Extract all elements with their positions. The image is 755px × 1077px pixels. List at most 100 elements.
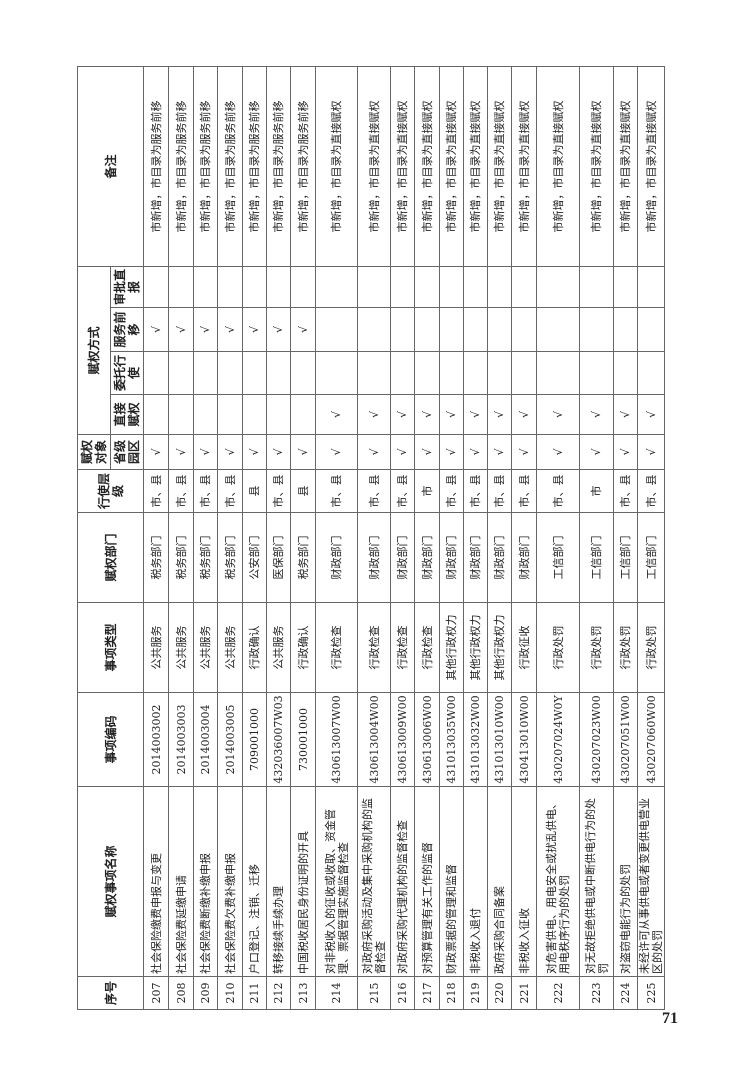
cell-entrust	[217, 351, 243, 395]
cell-dept: 工信部门	[579, 512, 614, 603]
cell-seq: 215	[357, 976, 391, 1010]
cell-type: 其他行政权力	[487, 602, 512, 693]
cell-code: 430207023W00	[579, 692, 614, 787]
cell-entrust	[414, 351, 440, 395]
cell-entrust	[511, 351, 537, 395]
cell-remark: 市新增，市目录为直接赋权	[357, 66, 391, 267]
cell-service: √	[193, 307, 218, 352]
cell-name: 中国税收居民身份证明的开具	[290, 786, 316, 977]
cell-remark: 市新增，市目录为服务前移	[266, 66, 291, 267]
cell-approval	[637, 266, 665, 308]
cell-seq: 211	[242, 976, 267, 1010]
table-row: 210 社会保险费欠费补缴申报 2014003005 公共服务 税务部门 市、县 √ √ 市新增…	[217, 66, 243, 1010]
cell-approval	[266, 266, 291, 308]
cell-approval	[463, 266, 488, 308]
cell-code: 430613009W00	[390, 692, 415, 787]
cell-entrust	[536, 351, 580, 395]
cell-park: √	[168, 434, 194, 470]
cell-service: √	[242, 307, 267, 352]
cell-service	[357, 307, 391, 352]
cell-service	[511, 307, 537, 352]
cell-service	[613, 307, 638, 352]
cell-approval	[511, 266, 537, 308]
cell-type: 公共服务	[266, 602, 291, 693]
cell-service: √	[217, 307, 243, 352]
cell-entrust	[242, 351, 267, 395]
table-row: 221 非税收入征收 430413010W00 行政征收 财政部门 市、县 √ √ 市新增，市目…	[511, 66, 537, 1010]
cell-approval	[143, 266, 169, 308]
cell-direct: √	[414, 394, 440, 435]
cell-service	[579, 307, 614, 352]
cell-code: 709001000	[242, 692, 267, 787]
cell-code: 430207024W0Y	[536, 692, 580, 787]
cell-type: 行政征收	[511, 602, 537, 693]
cell-park: √	[487, 434, 512, 470]
cell-remark: 市新增，市目录为直接赋权	[315, 66, 358, 267]
cell-seq: 220	[487, 976, 512, 1010]
header-service: 服务前移	[110, 307, 144, 352]
cell-code: 430613006W00	[414, 692, 440, 787]
header-approval: 审批直报	[110, 266, 144, 308]
header-seq: 序号	[77, 976, 144, 1010]
table-row: 208 社会保险费延缴申请 2014003003 公共服务 税务部门 市、县 √ √ 市新增，市…	[168, 66, 194, 1010]
table-row: 222 对危害供电、用电安全或扰乱供电、用电秩序行为的处罚 430207024W0Y…	[536, 66, 580, 1010]
cell-park: √	[217, 434, 243, 470]
cell-approval	[290, 266, 316, 308]
cell-direct: √	[315, 394, 358, 435]
cell-approval	[390, 266, 415, 308]
cell-remark: 市新增，市目录为直接赋权	[637, 66, 665, 267]
cell-level: 市、县	[637, 469, 665, 513]
cell-park: √	[414, 434, 440, 470]
cell-type: 公共服务	[143, 602, 169, 693]
cell-dept: 税务部门	[193, 512, 218, 603]
cell-dept: 工信部门	[613, 512, 638, 603]
cell-level: 市、县	[143, 469, 169, 513]
cell-remark: 市新增，市目录为直接赋权	[390, 66, 415, 267]
cell-dept: 财政部门	[390, 512, 415, 603]
cell-entrust	[579, 351, 614, 395]
cell-park: √	[357, 434, 391, 470]
cell-park: √	[315, 434, 358, 470]
cell-dept: 工信部门	[637, 512, 665, 603]
cell-entrust	[487, 351, 512, 395]
header-park: 省级园区	[110, 434, 144, 470]
cell-name: 社会保险缴费申报与变更	[143, 786, 169, 977]
cell-direct	[217, 394, 243, 435]
cell-entrust	[168, 351, 194, 395]
header-dept: 赋权部门	[77, 512, 144, 603]
cell-type: 行政检查	[414, 602, 440, 693]
table-row: 217 对预算管理有关工作的监督 430613006W00 行政检查 财政部门市 √ √ 市新…	[414, 66, 440, 1010]
header-remark: 备注	[77, 66, 144, 267]
cell-remark: 市新增，市目录为直接赋权	[511, 66, 537, 267]
cell-code: 2014003004	[193, 692, 218, 787]
cell-level: 市、县	[217, 469, 243, 513]
cell-seq: 223	[579, 976, 614, 1010]
header-entrust: 委托行使	[110, 351, 144, 395]
cell-name: 对无故拒绝供电或中断供电行为的处罚	[579, 786, 614, 977]
cell-dept: 医保部门	[266, 512, 291, 603]
cell-park: √	[637, 434, 665, 470]
cell-dept: 税务部门	[217, 512, 243, 603]
cell-park: √	[242, 434, 267, 470]
cell-direct: √	[511, 394, 537, 435]
cell-remark: 市新增，市目录为直接赋权	[463, 66, 488, 267]
cell-seq: 219	[463, 976, 488, 1010]
cell-service	[414, 307, 440, 352]
cell-park: √	[511, 434, 537, 470]
cell-seq: 221	[511, 976, 537, 1010]
cell-remark: 市新增，市目录为直接赋权	[414, 66, 440, 267]
cell-service	[463, 307, 488, 352]
cell-type: 行政检查	[315, 602, 358, 693]
cell-code: 430613004W00	[357, 692, 391, 787]
cell-level: 市、县	[357, 469, 391, 513]
cell-direct	[242, 394, 267, 435]
cell-park: √	[266, 434, 291, 470]
header-method: 赋权方式	[77, 266, 111, 435]
cell-entrust	[266, 351, 291, 395]
cell-seq: 214	[315, 976, 358, 1010]
cell-seq: 212	[266, 976, 291, 1010]
cell-park: √	[536, 434, 580, 470]
cell-entrust	[290, 351, 316, 395]
table-row: 214 对非税收入的征收或收取、资金管理、票据管理实施监督检查 430613007W…	[315, 66, 358, 1010]
table-row: 216 对政府采购代理机构的监督检查 430613009W00 行政检查 财政部门 市、县…	[390, 66, 415, 1010]
